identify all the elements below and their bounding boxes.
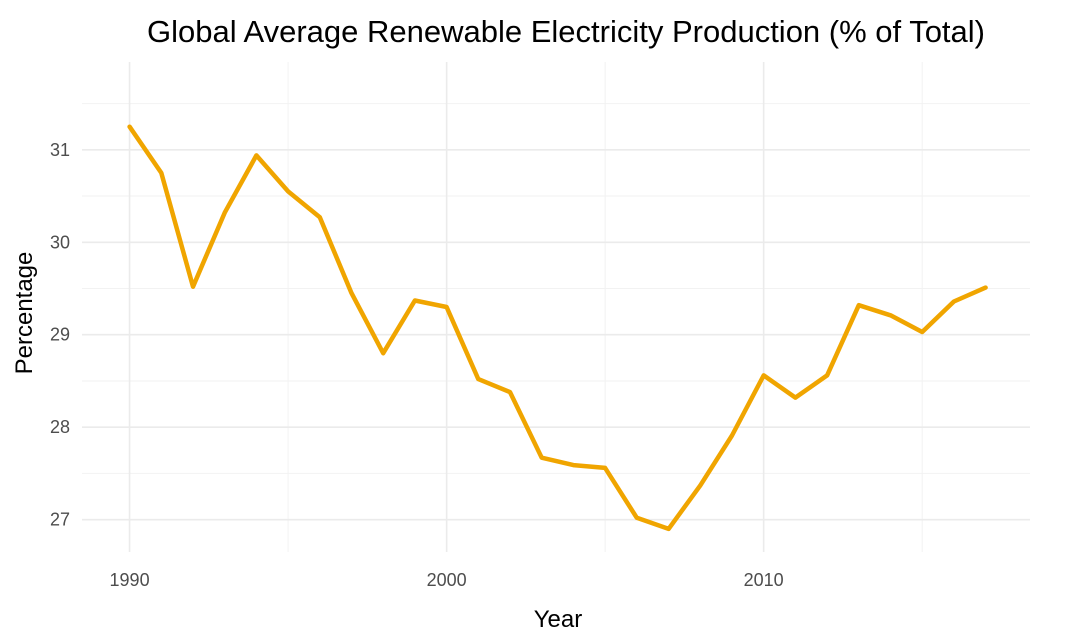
y-tick-label: 27 xyxy=(50,510,70,530)
y-axis-ticks: 27 28 29 30 31 xyxy=(50,140,70,530)
y-axis-title: Percentage xyxy=(11,252,38,375)
y-tick-label: 31 xyxy=(50,140,70,160)
series-line xyxy=(127,124,988,532)
y-tick-label: 29 xyxy=(50,325,70,345)
grid xyxy=(82,62,1030,552)
x-tick-label: 2000 xyxy=(427,570,467,590)
x-axis-ticks: 1990 2000 2010 xyxy=(110,570,784,590)
y-tick-label: 30 xyxy=(50,232,70,252)
x-tick-label: 1990 xyxy=(110,570,150,590)
chart-title: Global Average Renewable Electricity Pro… xyxy=(147,14,985,49)
series-group xyxy=(127,124,988,532)
y-tick-label: 28 xyxy=(50,417,70,437)
x-axis-title: Year xyxy=(534,606,583,633)
x-tick-label: 2010 xyxy=(744,570,784,590)
